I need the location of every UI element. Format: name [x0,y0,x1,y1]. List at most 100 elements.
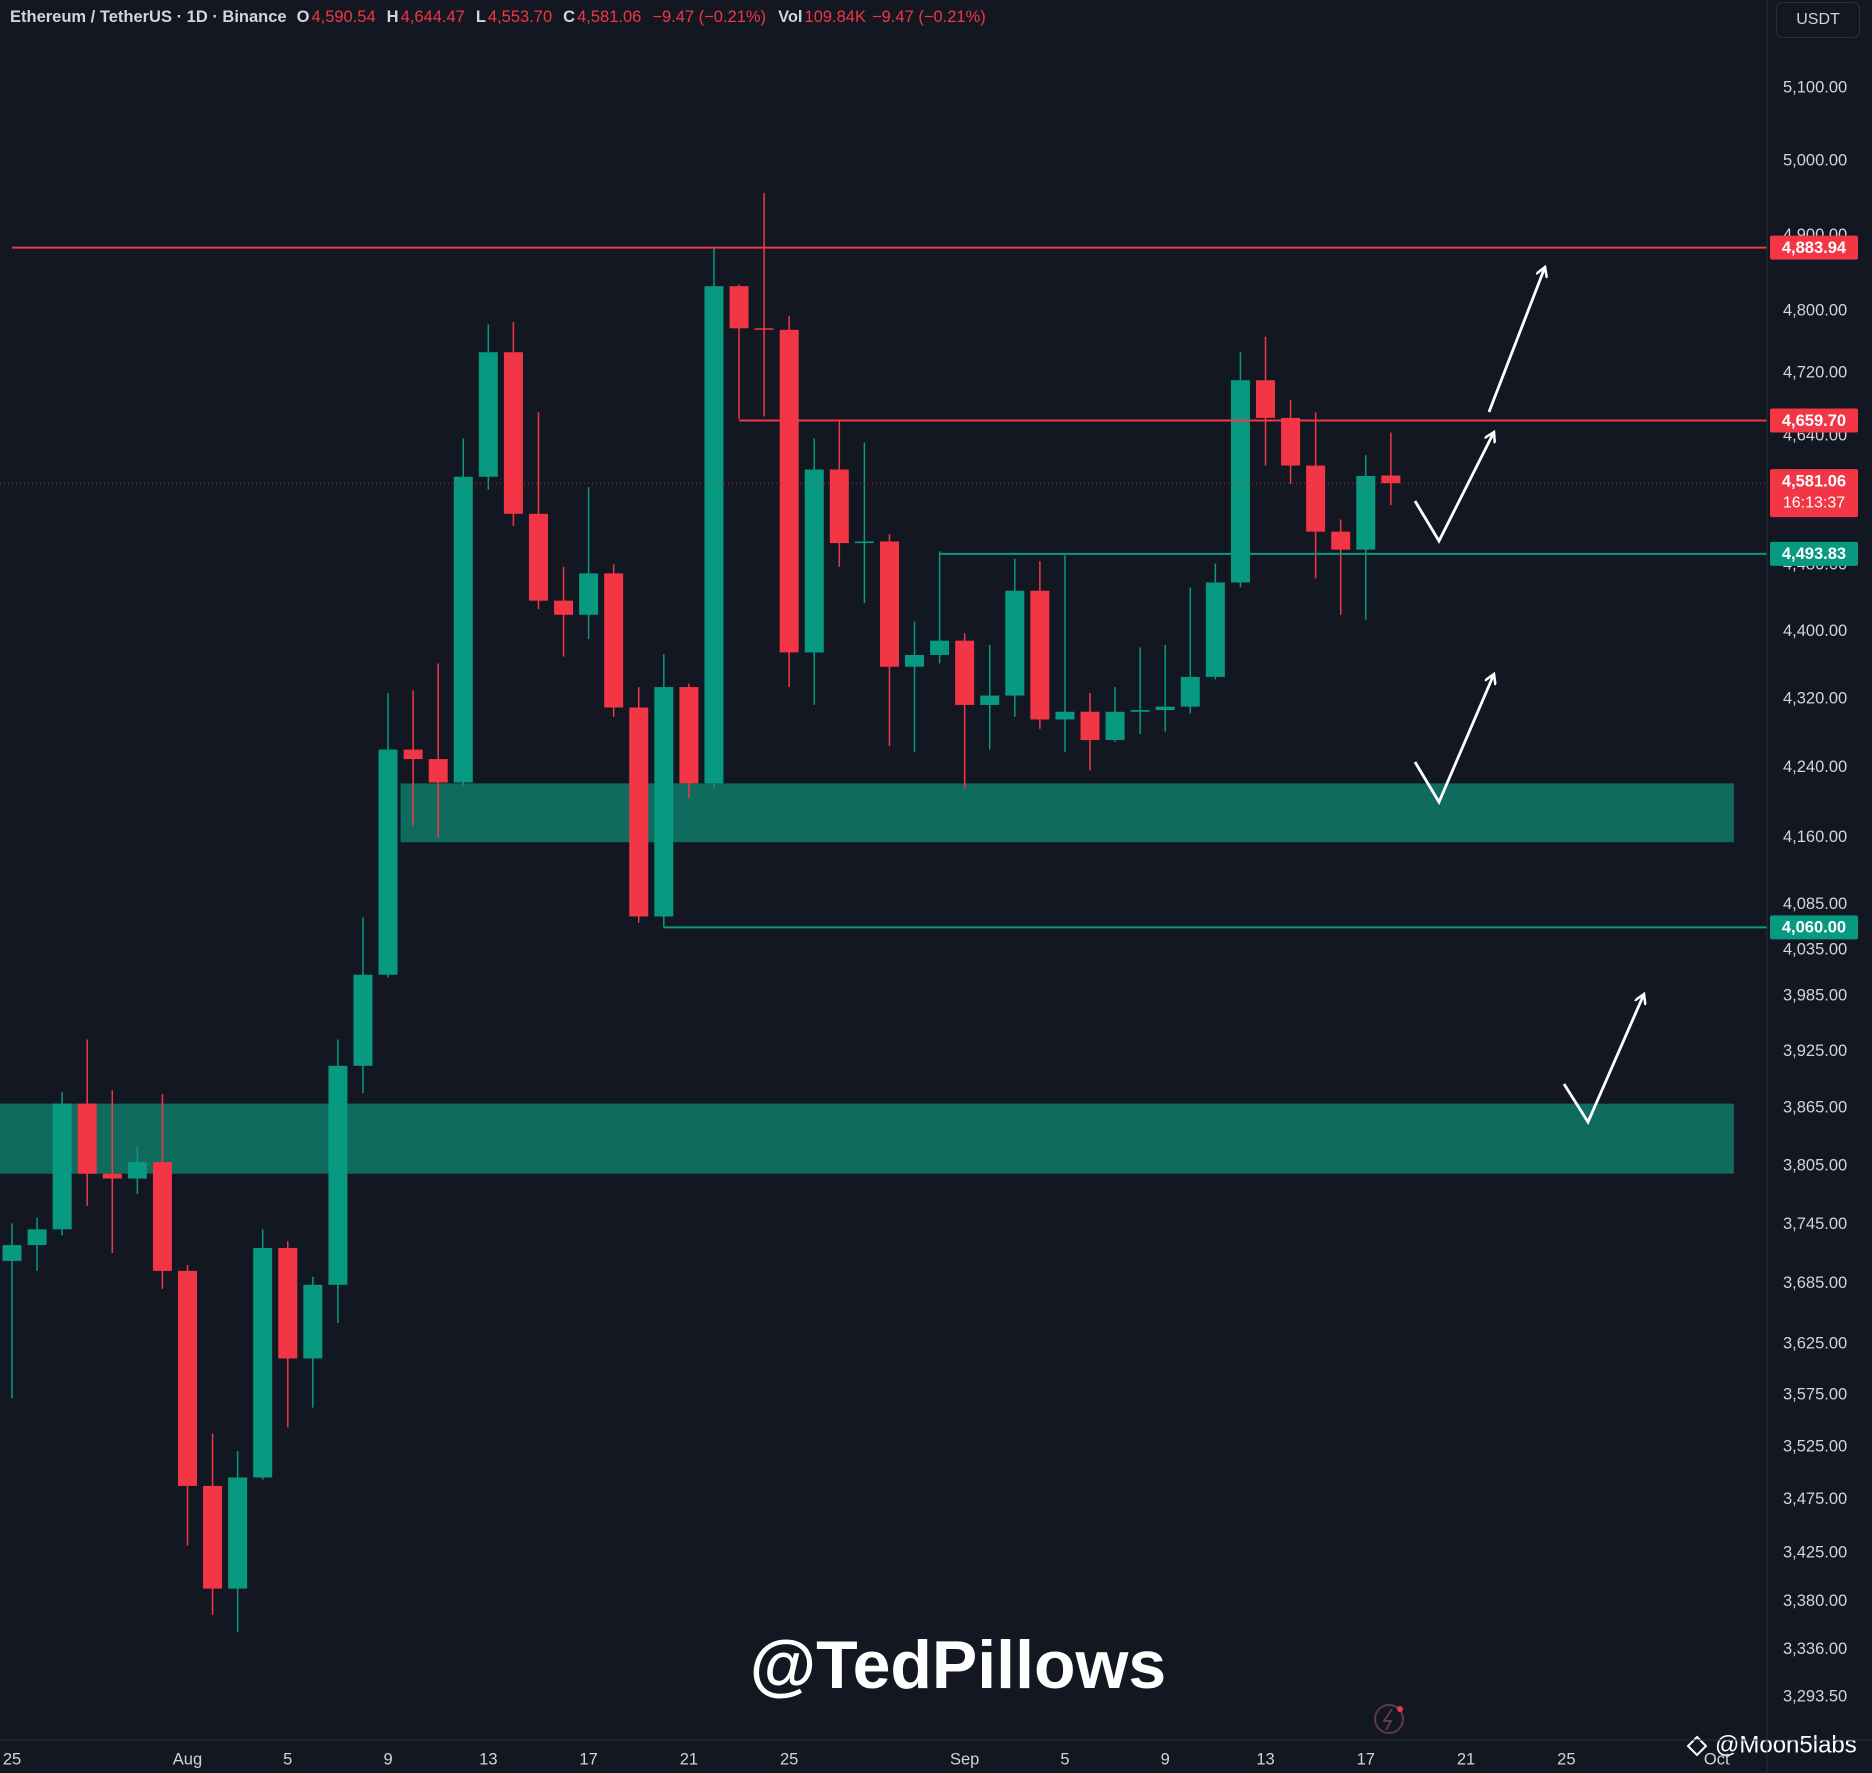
replay-icon[interactable] [1374,1704,1404,1734]
y-tick-label: 3,805.00 [1783,1156,1847,1174]
candle-body [829,469,849,544]
price-label: 4,060.00 [1782,919,1846,937]
y-tick-label: 4,720.00 [1783,364,1847,382]
candle-body [453,476,473,783]
candle-body [127,1162,147,1179]
x-tick-label: 13 [479,1750,497,1768]
candle-body [403,749,423,760]
candle-body [253,1248,273,1478]
ohlc-value: 4,590.54 [311,8,376,26]
candle-body [1256,380,1275,418]
candle-body [1381,475,1401,484]
y-tick-label: 3,925.00 [1783,1042,1847,1060]
candle-body [2,1245,22,1261]
x-tick-label: 21 [680,1750,698,1768]
candle-body [1005,590,1025,696]
ohlc-key: C [563,8,576,26]
change: −9.47 (−0.21%) [652,8,767,26]
candle-body [1030,590,1050,720]
y-tick-label: 4,800.00 [1783,302,1847,320]
candle-body [1281,417,1301,466]
arrow [1413,432,1494,544]
currency-button[interactable]: USDT [1776,2,1860,38]
x-tick-label: Aug [173,1750,202,1768]
candle-body [1306,465,1326,532]
candle-body [303,1284,323,1359]
y-tick-label: 3,625.00 [1783,1335,1847,1353]
price-label-box [1770,541,1858,566]
y-tick-label: 3,865.00 [1783,1099,1847,1117]
legend-header: Ethereum / TetherUS · 1D · Binance O 4,59… [10,8,997,27]
y-tick-label: 3,293.50 [1783,1687,1847,1705]
y-tick-label: 3,475.00 [1783,1490,1847,1508]
x-tick-label: 17 [1357,1750,1375,1768]
candle-body [629,707,649,917]
x-tick-label: 25 [780,1750,798,1768]
last-price-box [1770,469,1858,518]
candle-body [528,513,548,601]
arrow [1487,267,1545,413]
candle-body [729,286,749,329]
candle-body [52,1103,72,1230]
candle-body [930,640,950,655]
x-tick-label: 21 [1457,1750,1475,1768]
y-tick-label: 5,000.00 [1783,152,1847,170]
y-tick-label: 3,336.00 [1783,1640,1847,1658]
candle-body [203,1485,223,1589]
candle-body [278,1248,298,1359]
y-tick-label: 3,380.00 [1783,1592,1847,1610]
y-tick-label: 4,085.00 [1783,895,1847,913]
candle-body [1356,475,1376,550]
candle-body [1331,531,1351,550]
candle-body [980,695,1000,705]
volume-change: −9.47 (−0.21%) [872,8,986,26]
price-label-box [1770,235,1858,260]
candle-body [854,541,874,544]
watermark: @TedPillows [750,1627,1166,1703]
y-tick-label: 4,240.00 [1783,758,1847,776]
candle-body [1055,711,1075,720]
candle-body [654,687,674,917]
candle-body [804,469,824,653]
x-tick-label: 5 [1060,1750,1069,1768]
x-tick-label: 9 [1161,1750,1170,1768]
replay-icon-bolt [1382,1708,1393,1731]
x-tick-label: 25 [1557,1750,1575,1768]
y-tick-label: 4,160.00 [1783,828,1847,846]
price-label: 4,659.70 [1782,412,1846,430]
x-tick-label: 25 [3,1750,21,1768]
y-tick-label: 3,525.00 [1783,1437,1847,1455]
y-tick-label: 4,320.00 [1783,689,1847,707]
candle-body [1155,706,1175,711]
candle-body [879,541,899,667]
zone [0,1103,1734,1174]
candle-body [754,328,774,330]
candle-body [554,600,574,615]
x-tick-label: 17 [579,1750,597,1768]
x-tick-label: 5 [283,1750,292,1768]
ohlc-value: 4,644.47 [400,8,465,26]
candle-body [177,1270,197,1486]
y-tick-label: 3,985.00 [1783,986,1847,1004]
candle-body [1230,380,1250,583]
ohlc-value: 4,553.70 [487,8,553,26]
candle-body [328,1065,348,1285]
candle-body [579,573,599,615]
candle-body [1180,676,1200,707]
y-tick-label: 3,575.00 [1783,1386,1847,1404]
volume: 109.84K [804,8,866,26]
candle-body [478,352,498,477]
symbol: Ethereum / TetherUS · 1D · Binance [10,8,287,26]
candle-body [1080,711,1100,741]
candle-body [779,329,799,653]
y-tick-label: 3,745.00 [1783,1215,1847,1233]
annotations [1374,267,1644,1734]
ohlc-value: 4,581.06 [577,8,642,26]
y-tick-label: 4,035.00 [1783,940,1847,958]
candle-body [503,352,523,514]
price-label-box [1770,915,1858,940]
candle-body [1130,710,1150,712]
ohlc-key: L [475,8,486,26]
